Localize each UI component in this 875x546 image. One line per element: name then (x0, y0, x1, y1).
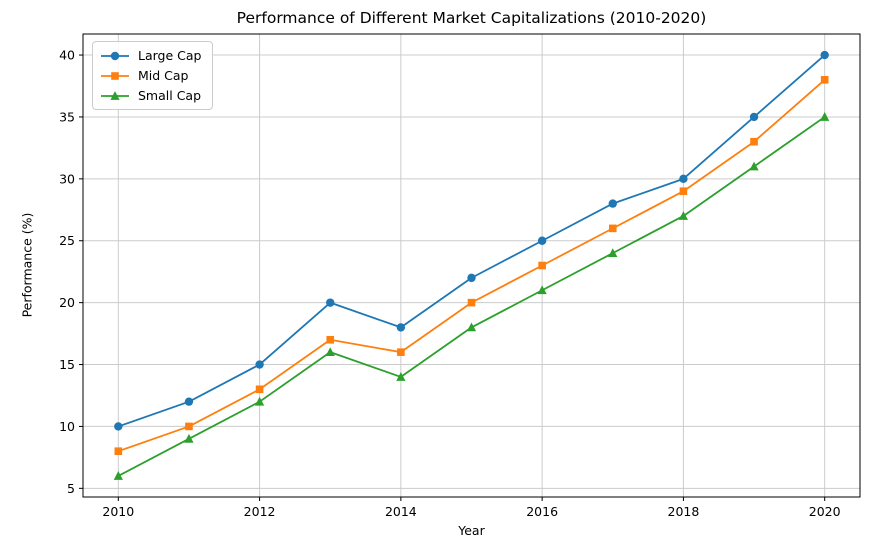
data-point-large-cap (537, 236, 547, 245)
y-tick-label: 40 (59, 48, 75, 63)
data-point-large-cap (255, 360, 264, 369)
x-tick-label: 2020 (809, 504, 841, 519)
x-tick-label: 2012 (244, 504, 276, 519)
legend-marker (111, 71, 119, 80)
data-point-mid-cap (608, 224, 617, 233)
chart-title: Performance of Different Market Capitali… (236, 9, 707, 27)
legend-swatch-large-cap-icon (101, 51, 129, 60)
series-line-mid-cap (118, 79, 826, 453)
legend-marker (110, 90, 120, 100)
data-point-mid-cap (114, 447, 123, 455)
legend-label-small-cap: Small Cap (138, 88, 202, 103)
y-tick-label: 35 (59, 109, 75, 124)
legend-marker (110, 51, 120, 60)
data-point-small-cap (820, 112, 830, 121)
data-point-mid-cap (750, 137, 758, 146)
legend-swatch-small-cap-icon (101, 90, 129, 100)
y-tick-label: 20 (59, 295, 75, 310)
data-point-small-cap (678, 211, 689, 220)
data-point-large-cap (820, 50, 829, 60)
data-point-large-cap (679, 174, 688, 184)
data-point-large-cap (184, 397, 194, 406)
x-tick-label: 2014 (385, 504, 417, 519)
legend: Large Cap Mid Cap Small Cap (92, 41, 214, 110)
data-point-large-cap (749, 112, 759, 122)
series-line-small-cap (117, 116, 826, 477)
data-point-large-cap (326, 298, 335, 307)
data-point-mid-cap (820, 76, 829, 84)
data-point-mid-cap (185, 422, 193, 431)
data-point-small-cap (254, 396, 265, 406)
data-point-mid-cap (326, 335, 335, 344)
data-point-small-cap (113, 471, 123, 480)
x-axis-label: Year (458, 523, 485, 538)
legend-label-mid-cap: Mid Cap (138, 68, 189, 83)
legend-label-large-cap: Large Cap (138, 48, 202, 63)
y-tick-label: 30 (59, 171, 75, 186)
x-tick-label: 2010 (102, 504, 134, 519)
y-axis-label: Performance (%) (19, 212, 35, 318)
plot-border (82, 33, 861, 498)
data-point-small-cap (325, 347, 335, 357)
data-point-large-cap (396, 323, 406, 332)
data-point-mid-cap (397, 348, 405, 356)
legend-item-large-cap: Large Cap (100, 47, 201, 64)
legend-item-small-cap: Small Cap (100, 87, 201, 104)
x-tick-label: 2016 (526, 504, 558, 519)
data-point-small-cap (466, 322, 477, 332)
data-point-large-cap (114, 422, 123, 431)
data-point-small-cap (396, 372, 406, 381)
y-tick-label: 5 (67, 481, 75, 496)
data-point-mid-cap (255, 385, 264, 394)
y-tick-label: 15 (59, 357, 75, 372)
data-point-large-cap (467, 273, 476, 283)
legend-item-mid-cap: Mid Cap (100, 67, 201, 84)
data-point-large-cap (608, 199, 617, 208)
y-tick-label: 25 (59, 233, 75, 248)
data-point-mid-cap (679, 187, 688, 196)
legend-swatch-mid-cap-icon (101, 71, 129, 80)
data-point-mid-cap (538, 261, 546, 270)
data-point-small-cap (749, 161, 759, 171)
data-point-small-cap (608, 248, 618, 258)
data-point-mid-cap (467, 298, 476, 307)
x-tick-label: 2018 (668, 504, 700, 519)
y-tick-label: 10 (59, 419, 75, 434)
data-point-small-cap (184, 433, 194, 443)
data-point-small-cap (537, 285, 547, 295)
